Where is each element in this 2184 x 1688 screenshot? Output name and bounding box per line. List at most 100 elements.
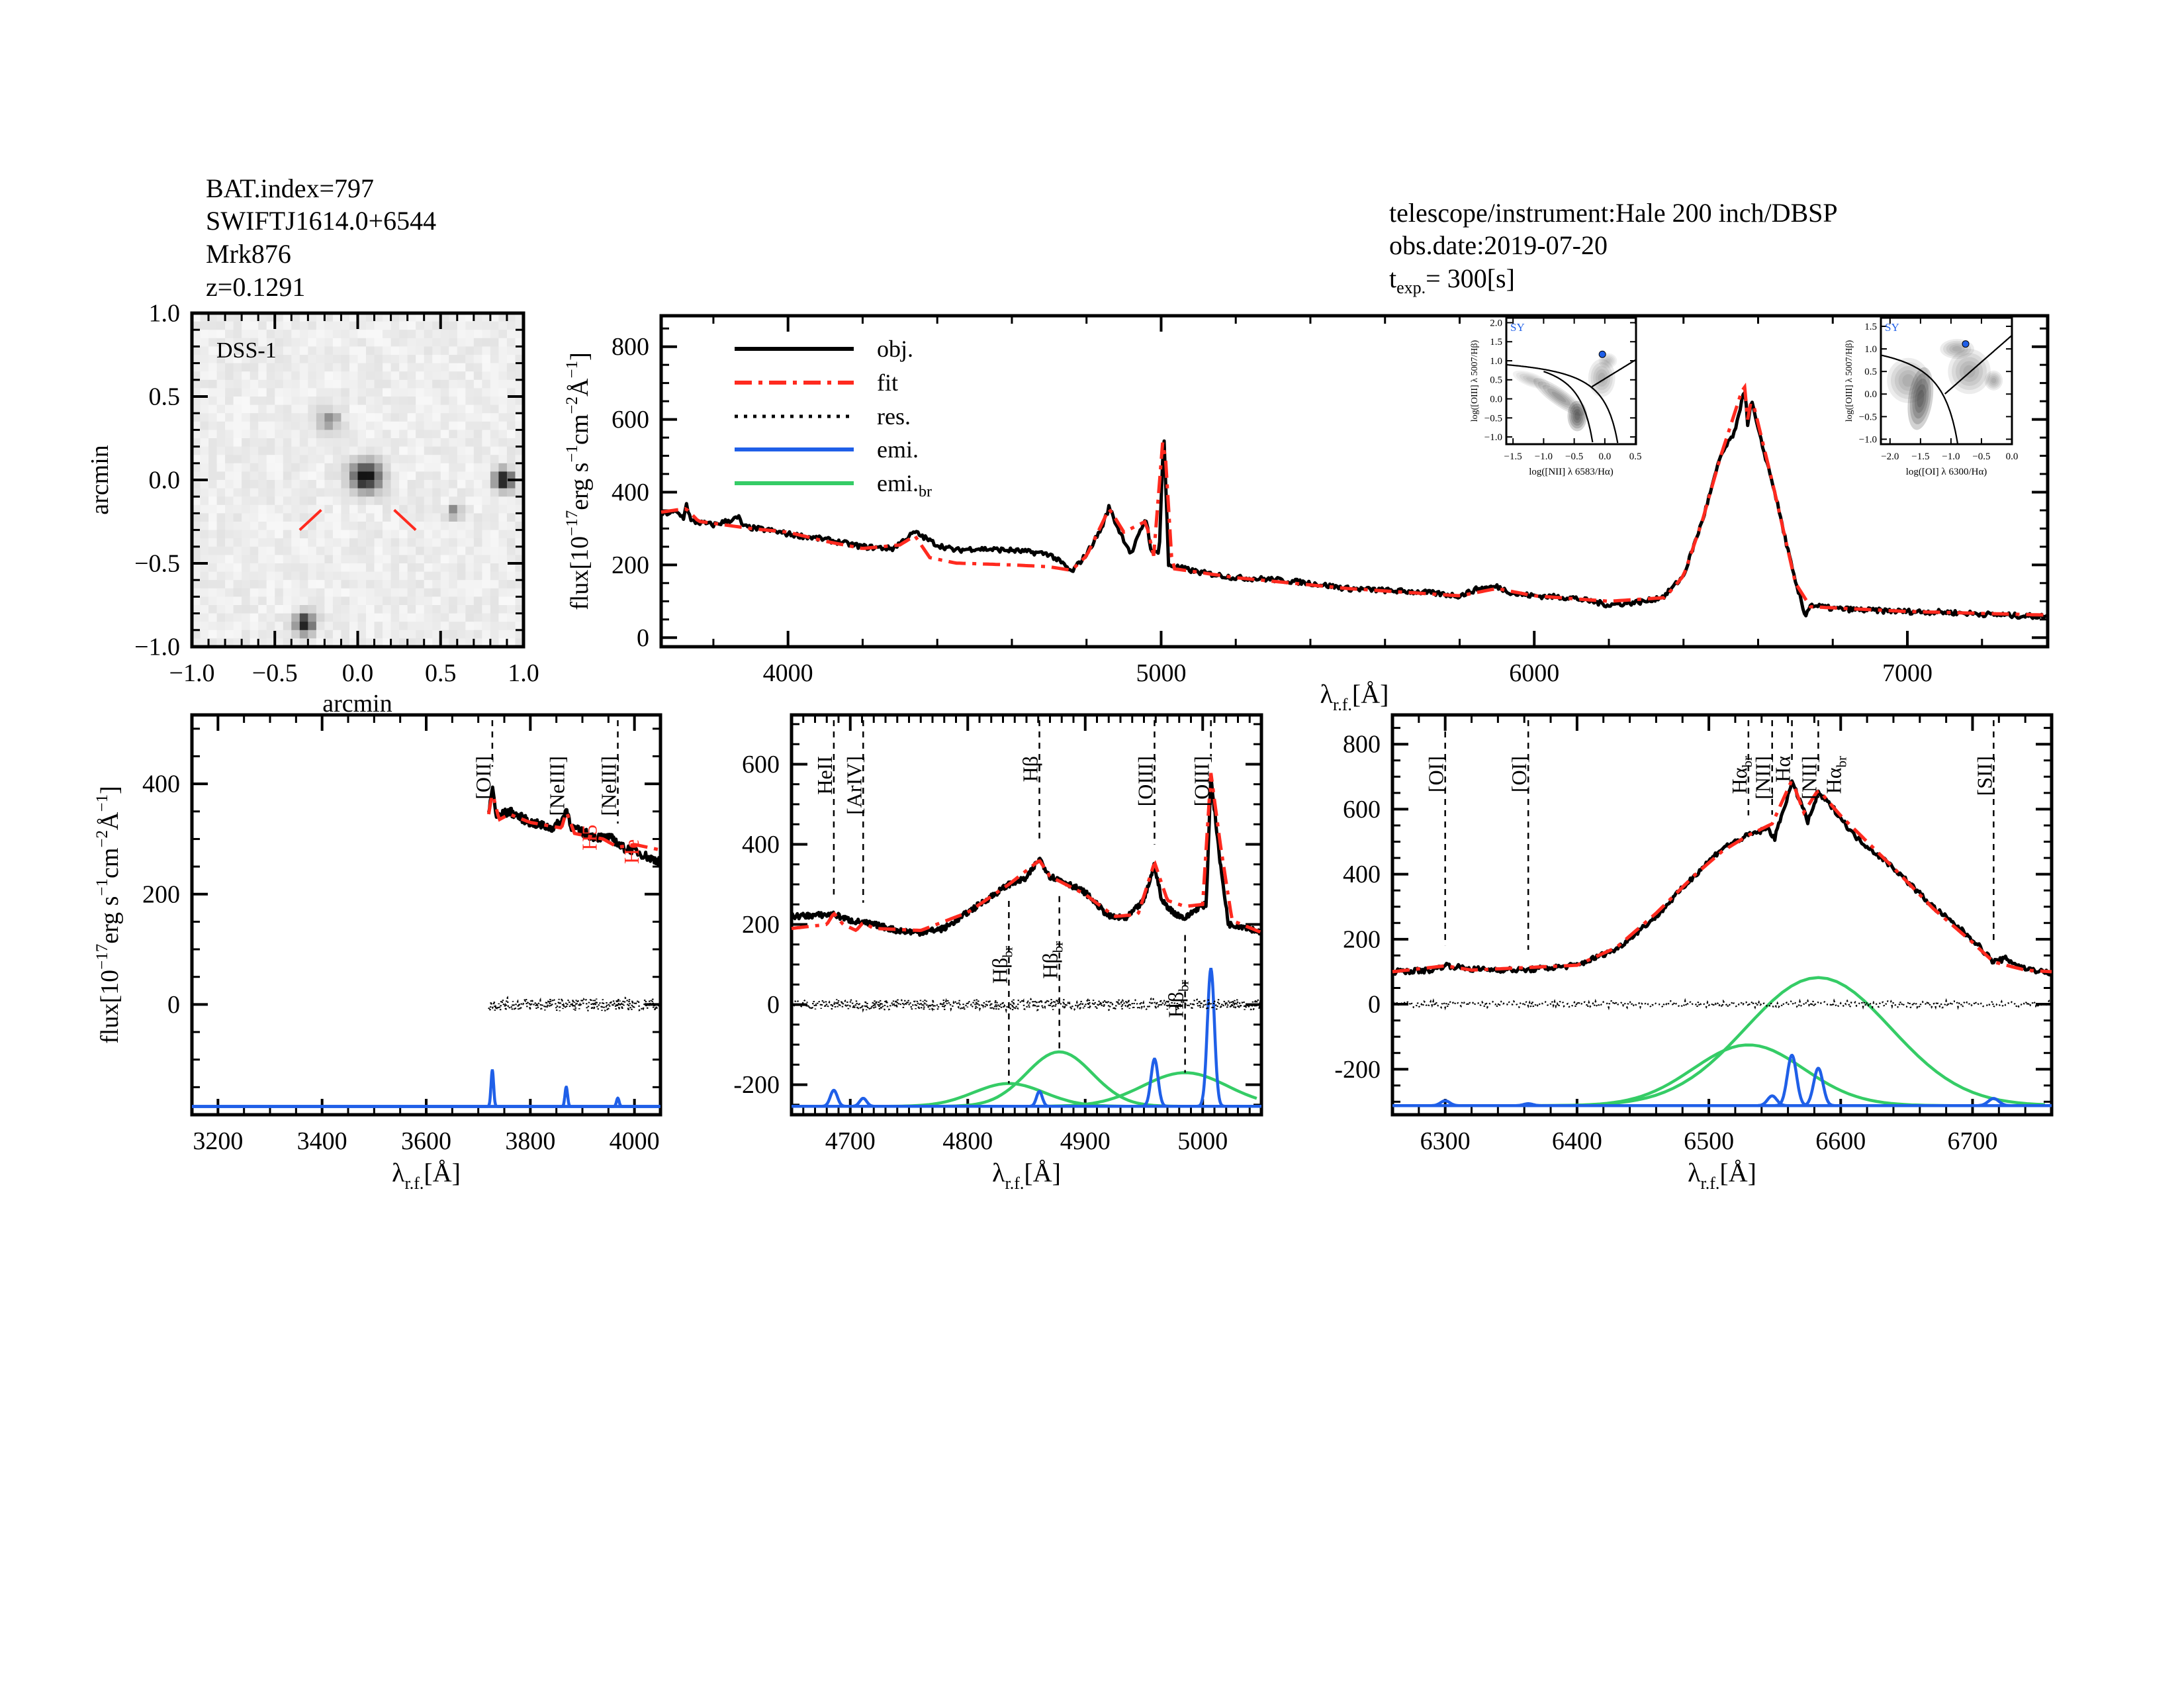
- kauffmann-curve: [1543, 371, 1594, 443]
- image-pixel: [449, 421, 458, 430]
- image-pixel: [440, 330, 449, 339]
- image-pixel: [316, 630, 326, 639]
- image-pixel: [440, 438, 449, 447]
- image-pixel: [216, 571, 226, 581]
- image-pixel: [233, 596, 242, 606]
- image-pixel: [225, 563, 234, 573]
- image-pixel: [291, 379, 300, 389]
- image-pixel: [341, 388, 350, 397]
- image-pixel: [216, 371, 226, 381]
- fit-curve: [791, 773, 1261, 934]
- image-pixel: [225, 480, 234, 489]
- image-pixel: [506, 580, 516, 589]
- image-pixel: [316, 371, 326, 381]
- image-pixel: [299, 430, 308, 439]
- image-pixel: [283, 538, 292, 547]
- image-pixel: [225, 463, 234, 472]
- image-pixel: [258, 622, 267, 631]
- image-pixel: [399, 613, 408, 622]
- image-pixel: [383, 596, 392, 606]
- image-pixel: [216, 638, 226, 647]
- image-pixel: [399, 455, 408, 464]
- image-pixel: [275, 413, 284, 422]
- image-pixel: [275, 421, 284, 430]
- image-pixel: [416, 471, 425, 481]
- image-pixel: [465, 546, 475, 555]
- image-pixel: [316, 430, 326, 439]
- image-pixel: [432, 530, 441, 539]
- image-pixel: [316, 330, 326, 339]
- image-pixel: [192, 446, 201, 455]
- image-pixel: [515, 438, 524, 447]
- image-pixel: [258, 588, 267, 597]
- image-pixel: [324, 563, 334, 573]
- image-pixel: [341, 321, 350, 330]
- image-pixel: [192, 588, 201, 597]
- image-pixel: [283, 338, 292, 347]
- image-pixel: [432, 513, 441, 522]
- image-pixel: [258, 563, 267, 573]
- image-pixel: [482, 630, 491, 639]
- image-pixel: [192, 571, 201, 581]
- image-pixel: [208, 613, 218, 622]
- image-pixel: [416, 379, 425, 389]
- image-pixel: [457, 338, 466, 347]
- image-pixel: [233, 622, 242, 631]
- image-pixel: [374, 379, 383, 389]
- image-pixel: [357, 613, 367, 622]
- image-pixel: [457, 504, 466, 514]
- image-pixel: [316, 538, 326, 547]
- image-pixel: [374, 571, 383, 581]
- image-pixel: [366, 571, 375, 581]
- image-pixel: [366, 596, 375, 606]
- image-pixel: [457, 513, 466, 522]
- image-pixel: [357, 463, 367, 472]
- image-pixel: [242, 630, 251, 639]
- image-pixel: [216, 455, 226, 464]
- density-contour: [1912, 378, 1929, 419]
- image-pixel: [192, 438, 201, 447]
- image-pixel: [498, 355, 508, 364]
- density-contour: [1891, 361, 1926, 399]
- image-pixel: [407, 330, 416, 339]
- image-pixel: [250, 455, 259, 464]
- image-pixel: [208, 455, 218, 464]
- image-pixel: [308, 588, 317, 597]
- image-pixel: [374, 638, 383, 647]
- x-tick-label: 0.0: [2006, 451, 2019, 462]
- image-pixel: [208, 346, 218, 355]
- image-pixel: [390, 346, 400, 355]
- image-pixel: [275, 430, 284, 439]
- image-pixel: [250, 496, 259, 506]
- y-tick-label: 1.0: [1490, 356, 1502, 367]
- image-pixel: [473, 563, 482, 573]
- x-tick-label: 0.0: [1598, 451, 1611, 462]
- image-pixel: [266, 546, 275, 555]
- image-pixel: [498, 388, 508, 397]
- image-pixel: [233, 338, 242, 347]
- density-contour: [1569, 403, 1586, 429]
- image-pixel: [424, 580, 433, 589]
- image-pixel: [366, 330, 375, 339]
- image-pixel: [473, 480, 482, 489]
- image-pixel: [390, 496, 400, 506]
- image-pixel: [275, 613, 284, 622]
- image-pixel: [357, 522, 367, 531]
- image-pixel: [308, 622, 317, 631]
- image-pixel: [482, 438, 491, 447]
- image-pixel: [374, 530, 383, 539]
- image-pixel: [498, 446, 508, 455]
- image-pixel: [341, 421, 350, 430]
- image-pixel: [332, 480, 342, 489]
- observation-info: telescope/instrument:Hale 200 inch/DBSP …: [1389, 198, 1838, 297]
- image-pixel: [390, 488, 400, 497]
- image-pixel: [390, 571, 400, 581]
- image-pixel: [275, 538, 284, 547]
- image-pixel: [407, 546, 416, 555]
- image-pixel: [283, 430, 292, 439]
- image-pixel: [275, 588, 284, 597]
- density-contour: [1574, 411, 1580, 420]
- image-pixel: [233, 538, 242, 547]
- narrow-emission-component: [192, 1096, 660, 1108]
- image-pixel: [308, 413, 317, 422]
